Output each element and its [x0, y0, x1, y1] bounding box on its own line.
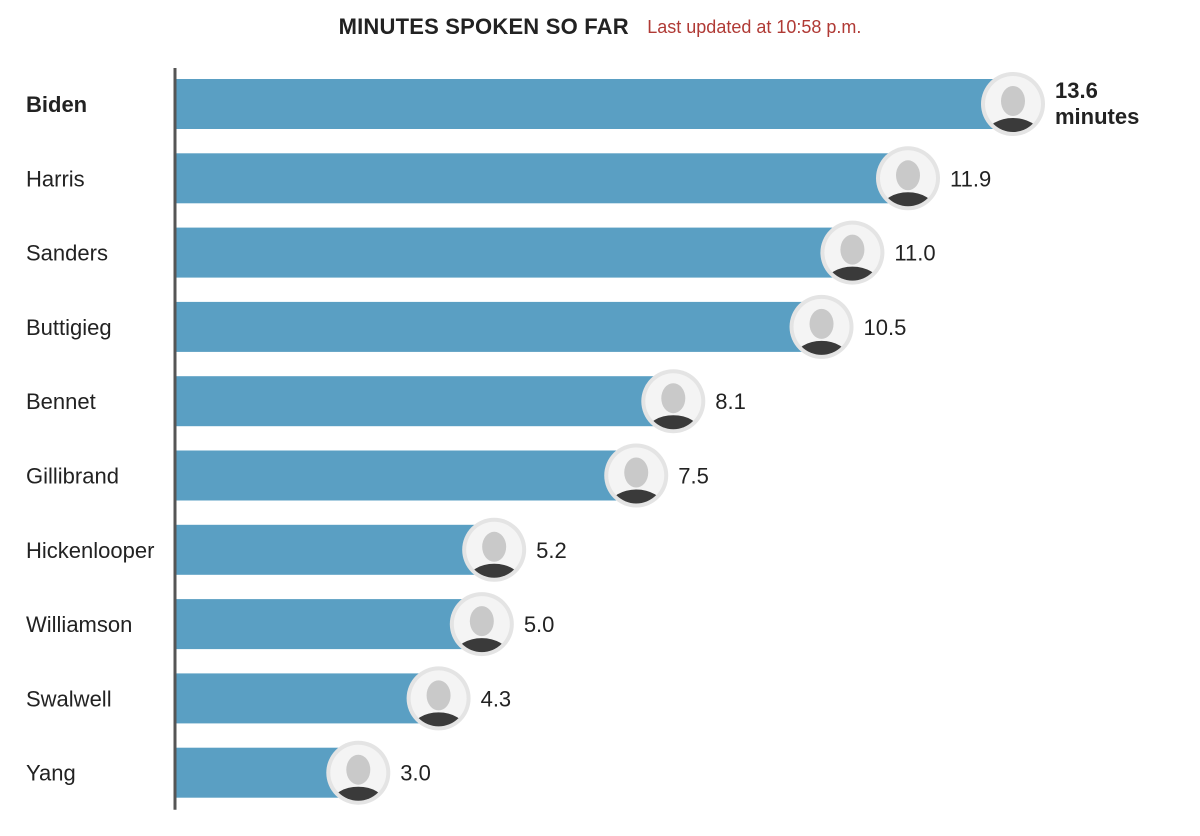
category-label-swalwell: Swalwell	[26, 686, 112, 711]
avatar-biden	[981, 72, 1045, 136]
category-label-buttigieg: Buttigieg	[26, 315, 112, 340]
category-label-gillibrand: Gillibrand	[26, 464, 119, 489]
bar-hickenlooper	[175, 524, 497, 575]
category-label-harris: Harris	[26, 166, 85, 191]
bar-swalwell	[175, 673, 441, 724]
category-label-hickenlooper: Hickenlooper	[26, 538, 154, 563]
chart-header: MINUTES SPOKEN SO FAR Last updated at 10…	[0, 14, 1200, 40]
bar-bennet	[175, 376, 676, 427]
category-label-yang: Yang	[26, 761, 76, 786]
avatar-shoulders-harris	[882, 192, 934, 207]
value-label-biden: 13.6	[1055, 78, 1098, 103]
value-label-bennet: 8.1	[715, 389, 746, 414]
value-label-swalwell: 4.3	[481, 686, 512, 711]
value-label-buttigieg: 10.5	[864, 315, 907, 340]
category-label-bennet: Bennet	[26, 389, 96, 414]
value-label-harris: 11.9	[950, 166, 991, 191]
bar-harris	[175, 153, 910, 204]
avatar-shoulders-buttigieg	[795, 340, 848, 355]
avatar-head-yang	[346, 754, 371, 785]
avatar-shoulders-gillibrand	[610, 489, 663, 504]
bar-williamson	[175, 599, 484, 650]
avatar-figure-bennet	[647, 383, 700, 430]
avatar-figure-harris	[882, 160, 934, 207]
bar-gillibrand	[175, 450, 639, 501]
avatar-shoulders-hickenlooper	[468, 563, 521, 578]
avatar-sanders	[820, 220, 885, 285]
avatar-gillibrand	[604, 443, 669, 508]
avatar-swalwell	[406, 666, 471, 731]
chart-title: MINUTES SPOKEN SO FAR	[338, 14, 629, 39]
value-label-sanders: 11.0	[894, 241, 935, 266]
avatar-head-bennet	[661, 383, 686, 414]
avatar-head-williamson	[469, 606, 494, 637]
avatar-shoulders-yang	[332, 786, 385, 801]
avatar-hickenlooper	[462, 517, 527, 582]
avatar-harris	[876, 146, 940, 211]
avatar-figure-buttigieg	[795, 308, 848, 355]
bar-biden	[175, 79, 1015, 129]
avatar-head-harris	[896, 160, 920, 191]
value-label-hickenlooper: 5.2	[536, 538, 567, 563]
avatar-buttigieg	[789, 294, 854, 359]
value-label-gillibrand: 7.5	[678, 464, 709, 489]
avatar-figure-williamson	[455, 606, 508, 653]
avatar-head-buttigieg	[809, 308, 834, 339]
avatar-figure-sanders	[826, 234, 879, 281]
category-label-williamson: Williamson	[26, 612, 132, 637]
avatar-bennet	[641, 369, 706, 434]
avatar-figure-yang	[332, 754, 385, 801]
last-updated-text: Last updated at 10:58 p.m.	[647, 16, 862, 37]
avatar-shoulders-bennet	[647, 415, 700, 430]
avatar-shoulders-sanders	[826, 266, 879, 281]
avatar-head-swalwell	[426, 680, 451, 711]
avatar-head-hickenlooper	[482, 531, 507, 562]
avatar-figure-gillibrand	[610, 457, 663, 504]
value-label-williamson: 5.0	[524, 612, 555, 637]
category-label-biden: Biden	[26, 92, 87, 117]
avatar-head-gillibrand	[624, 457, 649, 488]
avatar-shoulders-biden	[987, 118, 1039, 132]
bar-sanders	[175, 227, 855, 278]
category-label-sanders: Sanders	[26, 241, 108, 266]
avatar-figure-biden	[987, 86, 1039, 132]
avatar-head-biden	[1001, 86, 1025, 116]
avatar-head-sanders	[840, 234, 865, 265]
value-unit-label: minutes	[1055, 104, 1139, 129]
avatar-figure-swalwell	[412, 680, 465, 727]
avatar-shoulders-swalwell	[412, 712, 465, 727]
avatar-williamson	[449, 592, 514, 657]
bar-buttigieg	[175, 301, 824, 352]
value-label-yang: 3.0	[400, 761, 431, 786]
avatar-yang	[326, 740, 391, 805]
avatar-shoulders-williamson	[455, 638, 508, 653]
avatar-figure-hickenlooper	[468, 531, 521, 578]
